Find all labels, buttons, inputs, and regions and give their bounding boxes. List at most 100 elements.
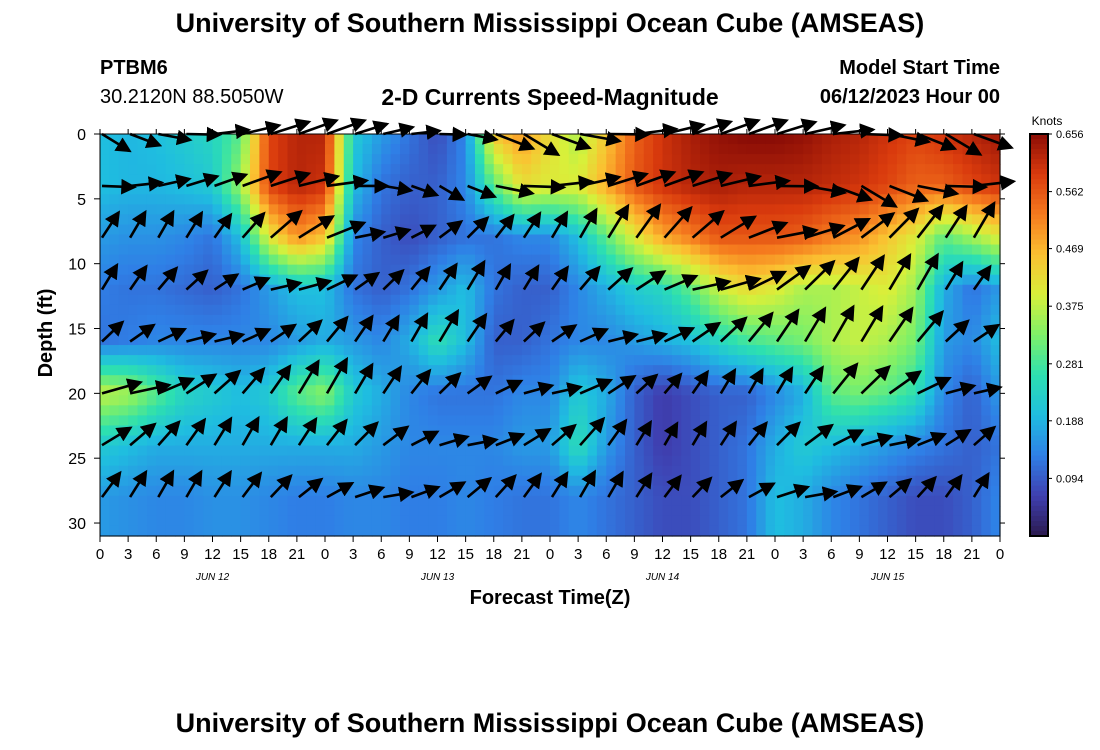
heatmap-cell (878, 324, 889, 336)
heatmap-cell (193, 505, 204, 517)
heatmap-cell (428, 445, 439, 457)
current-arrow (157, 266, 179, 291)
x-tick-label: 18 (935, 546, 952, 563)
heatmap-cell (587, 284, 598, 296)
heatmap-cell (634, 294, 645, 306)
heatmap-cell (793, 375, 804, 386)
heatmap-cell (475, 134, 485, 145)
heatmap-cell (118, 475, 129, 487)
heatmap-cell (859, 144, 870, 155)
heatmap-cell (700, 244, 710, 256)
heatmap-cell (737, 264, 748, 276)
heatmap-cell (653, 144, 664, 155)
heatmap-cell (587, 194, 598, 205)
heatmap-cell (250, 244, 260, 256)
x-tick-label: 18 (260, 546, 277, 563)
heatmap-cell (793, 525, 804, 537)
heatmap-cell (728, 345, 739, 356)
heatmap-cell (887, 335, 898, 346)
heatmap-cell (306, 385, 317, 396)
heatmap-cell (737, 154, 748, 165)
heatmap-cell (971, 224, 982, 236)
heatmap-cell (981, 355, 992, 366)
heatmap-cell (118, 264, 129, 276)
heatmap-cell (737, 505, 748, 517)
heatmap-cell (390, 485, 401, 497)
heatmap-cell (868, 234, 879, 246)
heatmap-cell (428, 505, 439, 517)
heatmap-cell (700, 224, 710, 236)
heatmap-cell (653, 435, 664, 447)
heatmap-cell (437, 244, 448, 256)
current-arrow (213, 369, 242, 395)
heatmap-cell (906, 264, 917, 276)
heatmap-cell (821, 134, 832, 145)
heatmap-cell (306, 144, 317, 155)
heatmap-cell (221, 264, 232, 276)
heatmap-cell (690, 405, 701, 416)
heatmap-cell (671, 244, 682, 256)
heatmap-cell (409, 184, 420, 195)
heatmap-cell (700, 525, 710, 537)
heatmap-cell (840, 355, 851, 366)
heatmap-cell (934, 495, 945, 507)
x-tick-label: 12 (654, 546, 671, 563)
heatmap-cell (756, 435, 767, 447)
heatmap-cell (709, 264, 720, 276)
heatmap-cell (371, 154, 382, 165)
heatmap-cell (943, 284, 954, 296)
heatmap-cell (943, 435, 954, 447)
heatmap-cell (409, 445, 420, 457)
heatmap-cell (821, 234, 832, 246)
heatmap-cell (915, 224, 926, 236)
day-label: JUN 14 (645, 572, 680, 583)
heatmap-cell (728, 194, 739, 205)
heatmap-cell (578, 224, 589, 236)
heatmap-cell (109, 345, 120, 356)
heatmap-cell (962, 304, 973, 316)
heatmap-cell (353, 294, 364, 306)
heatmap-cell (596, 234, 607, 246)
heatmap-cell (934, 174, 945, 185)
heatmap-cell (437, 144, 448, 155)
heatmap-cell (278, 134, 289, 145)
heatmap-cell (550, 515, 560, 527)
current-arrow (523, 179, 567, 195)
heatmap-cell (278, 515, 289, 527)
heatmap-cell (137, 224, 148, 236)
heatmap-cell (578, 355, 589, 366)
heatmap-cell (915, 525, 926, 537)
heatmap-cell (793, 254, 804, 266)
heatmap-cell (746, 304, 757, 316)
current-arrow (326, 220, 367, 239)
current-arrow (832, 484, 864, 499)
heatmap-cell (821, 244, 832, 256)
heatmap-cell (400, 465, 410, 477)
heatmap-cell (559, 284, 570, 296)
heatmap-cell (634, 375, 645, 386)
heatmap-cell (428, 134, 439, 145)
current-arrow (776, 421, 801, 447)
heatmap-cell (118, 194, 129, 205)
heatmap-cell (559, 144, 570, 155)
heatmap-cell (409, 375, 420, 386)
colorbar-segment (1030, 209, 1048, 216)
heatmap-cell (643, 304, 654, 316)
heatmap-cell (456, 365, 467, 376)
heatmap-cell (428, 385, 439, 396)
heatmap-cell (268, 204, 279, 215)
heatmap-cell (859, 154, 870, 165)
heatmap-cell (643, 194, 654, 205)
heatmap-cell (671, 294, 682, 306)
heatmap-cell (175, 445, 185, 457)
heatmap-cell (250, 445, 260, 457)
heatmap-cell (812, 515, 823, 527)
heatmap-cell (746, 445, 757, 457)
heatmap-cell (296, 214, 307, 226)
heatmap-cell (493, 154, 504, 165)
heatmap-cell (203, 154, 214, 165)
heatmap-cell (465, 264, 476, 276)
colorbar-segment (1030, 405, 1048, 411)
heatmap-cell (606, 244, 617, 256)
heatmap-cell (465, 154, 476, 165)
